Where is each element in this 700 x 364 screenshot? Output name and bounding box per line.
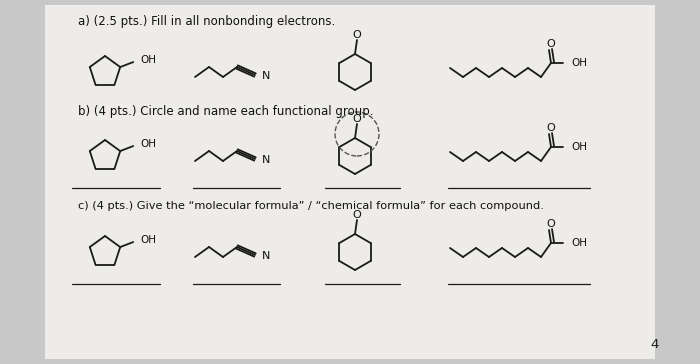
Text: O: O [353, 210, 361, 220]
Text: a) (2.5 pts.) Fill in all nonbonding electrons.: a) (2.5 pts.) Fill in all nonbonding ele… [78, 16, 335, 28]
Text: 4: 4 [651, 337, 659, 351]
Text: b) (4 pts.) Circle and name each functional group.: b) (4 pts.) Circle and name each functio… [78, 106, 374, 119]
Text: c) (4 pts.) Give the “molecular formula” / “chemical formula” for each compound.: c) (4 pts.) Give the “molecular formula”… [78, 201, 544, 211]
Text: N: N [262, 251, 270, 261]
Text: O: O [353, 30, 361, 40]
Text: O: O [547, 123, 555, 133]
Text: O: O [547, 219, 555, 229]
Text: N: N [262, 155, 270, 165]
FancyBboxPatch shape [45, 5, 655, 359]
Text: N: N [262, 71, 270, 81]
Text: OH: OH [571, 58, 587, 68]
Text: OH: OH [571, 142, 587, 152]
Text: OH: OH [140, 55, 156, 65]
Text: O: O [353, 114, 361, 124]
Text: OH: OH [571, 238, 587, 248]
Text: OH: OH [140, 139, 156, 149]
Text: OH: OH [140, 235, 156, 245]
Text: O: O [547, 39, 555, 49]
